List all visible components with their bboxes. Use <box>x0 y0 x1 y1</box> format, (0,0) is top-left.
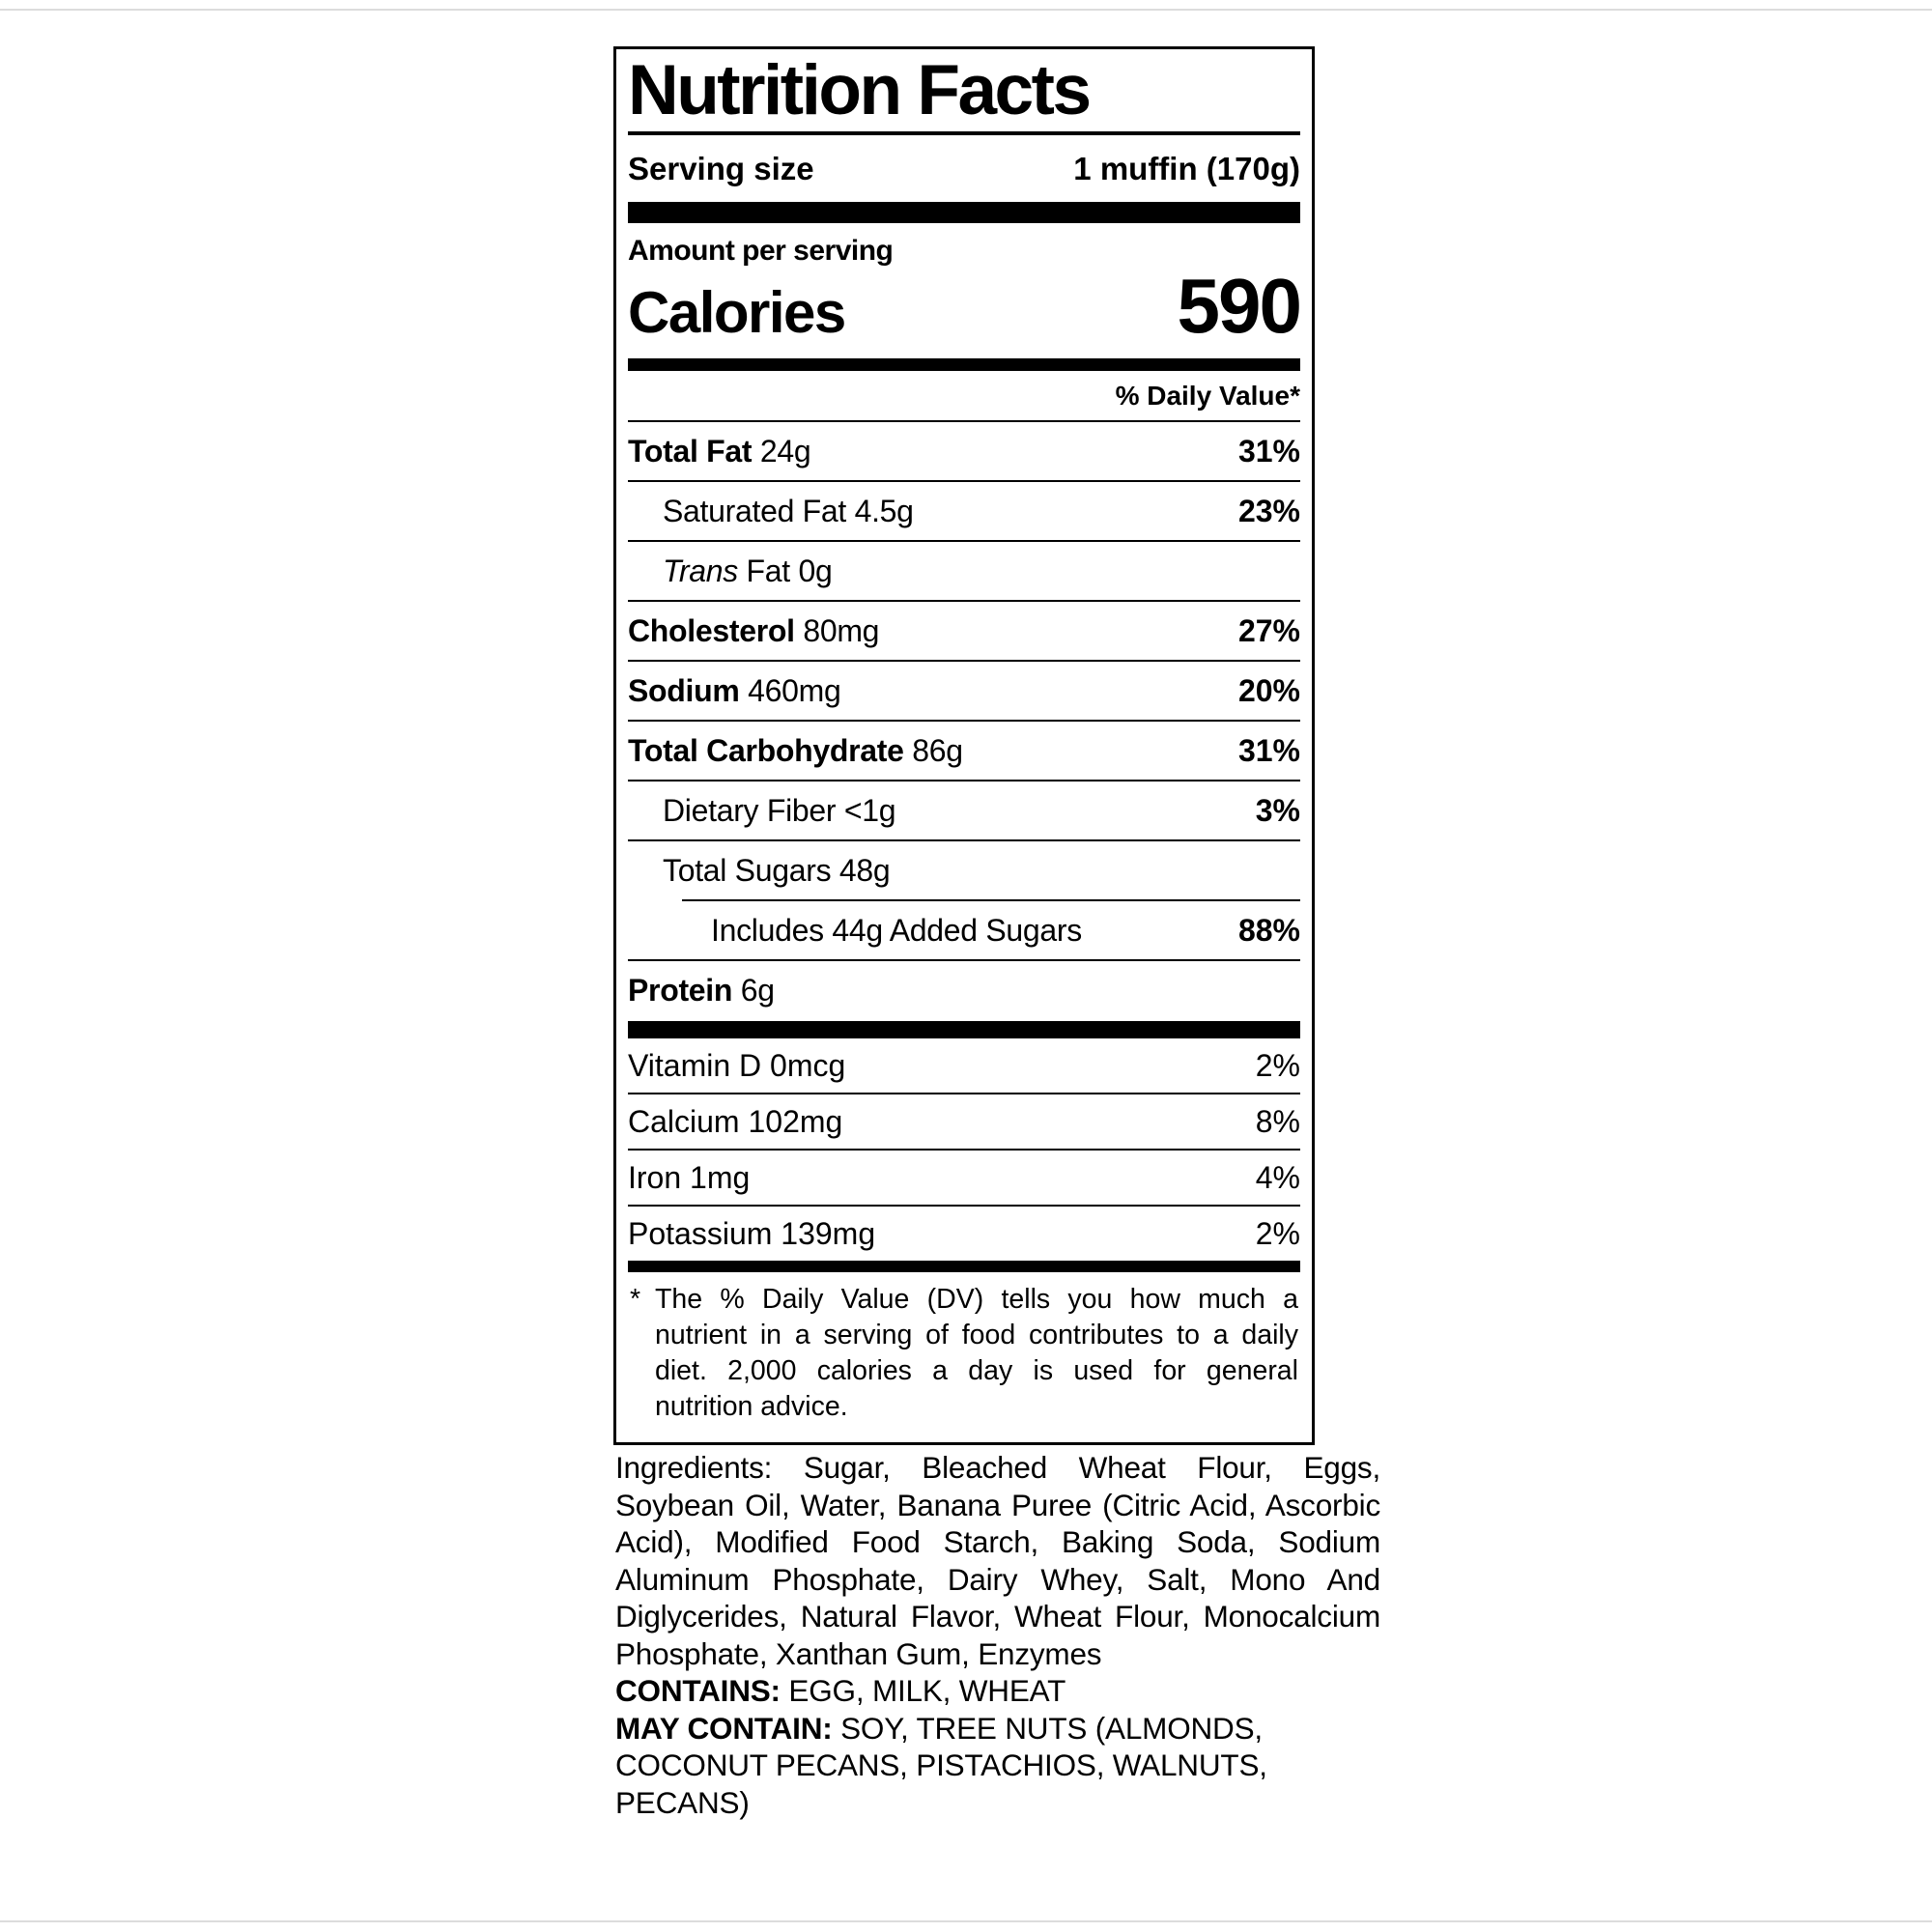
separator-bar-thick <box>628 201 1300 223</box>
vitamin-dv: 2% <box>1255 1215 1300 1251</box>
nutrient-dv: 20% <box>1237 672 1300 708</box>
may-contain-label: MAY CONTAIN: <box>615 1710 833 1746</box>
ingredients-paragraph: Ingredients: Sugar, Bleached Wheat Flour… <box>615 1449 1380 1672</box>
nutrient-row-total-fat: Total Fat 24g 31% <box>628 419 1300 480</box>
separator-bar-medium <box>628 357 1300 371</box>
serving-size-label: Serving size <box>628 150 814 186</box>
nutrient-row-saturated-fat: Saturated Fat 4.5g 23% <box>628 479 1300 540</box>
vitamin-name: Potassium 139mg <box>628 1215 876 1251</box>
contains-line: CONTAINS: EGG, MILK, WHEAT <box>615 1672 1380 1710</box>
nutrient-row-cholesterol: Cholesterol 80mg 27% <box>628 599 1300 660</box>
photo-bottom-edge-line <box>0 1920 1932 1922</box>
daily-value-header: % Daily Value* <box>1115 380 1300 411</box>
photo-top-edge-line <box>0 9 1932 11</box>
calories-value: 590 <box>1177 262 1302 349</box>
separator-bar-medium <box>628 1020 1300 1037</box>
nutrient-dv: 31% <box>1237 433 1300 469</box>
contains-label: CONTAINS: <box>615 1673 781 1708</box>
serving-size-row: Serving size 1 muffin (170g) <box>628 135 1300 202</box>
amount-per-serving-label: Amount per serving <box>628 234 894 267</box>
may-contain-value: SOY, TREE NUTS (ALMONDS, COCONUT PECANS,… <box>615 1710 1267 1820</box>
daily-value-footnote: * The % Daily Value (DV) tells you how m… <box>628 1272 1300 1431</box>
nutrient-row-added-sugars: Includes 44g Added Sugars 88% <box>682 898 1300 959</box>
vitamin-dv: 8% <box>1255 1103 1300 1139</box>
nutrient-row-protein: Protein 6g <box>628 958 1300 1019</box>
nutrient-row-sodium: Sodium 460mg 20% <box>628 659 1300 720</box>
vitamin-row-calcium: Calcium 102mg 8% <box>628 1092 1300 1149</box>
ingredients-list: Sugar, Bleached Wheat Flour, Eggs, Soybe… <box>615 1450 1381 1671</box>
nutrient-dv: 27% <box>1237 612 1300 648</box>
contains-value: EGG, MILK, WHEAT <box>788 1673 1066 1708</box>
footnote-asterisk: * <box>630 1283 641 1315</box>
nutrient-row-dietary-fiber: Dietary Fiber <1g 3% <box>628 779 1300 839</box>
nutrient-row-total-sugars: Total Sugars 48g <box>628 838 1300 899</box>
vitamin-dv: 4% <box>1255 1159 1300 1195</box>
vitamin-row-iron: Iron 1mg 4% <box>628 1148 1300 1205</box>
nutrient-dv: 88% <box>1237 912 1300 948</box>
separator-bar-thin <box>628 1260 1300 1272</box>
vitamin-name: Vitamin D 0mcg <box>628 1047 846 1083</box>
calories-row: Calories 590 <box>628 262 1302 351</box>
nutrient-row-total-carbohydrate: Total Carbohydrate 86g 31% <box>628 719 1300 780</box>
footnote-text: The % Daily Value (DV) tells you how muc… <box>655 1283 1298 1422</box>
vitamin-row-potassium: Potassium 139mg 2% <box>628 1204 1300 1261</box>
label-title: Nutrition Facts <box>628 52 1300 135</box>
serving-size-value: 1 muffin (170g) <box>1073 150 1300 186</box>
calories-label: Calories <box>628 279 846 345</box>
nutrient-dv: 23% <box>1237 493 1300 528</box>
vitamin-row-vitamin-d: Vitamin D 0mcg 2% <box>628 1036 1300 1093</box>
vitamin-dv: 2% <box>1255 1047 1300 1083</box>
nutrient-dv: 31% <box>1237 732 1300 768</box>
may-contain-line: MAY CONTAIN: SOY, TREE NUTS (ALMONDS, CO… <box>615 1710 1380 1822</box>
nutrient-dv: 3% <box>1255 792 1300 828</box>
ingredients-label: Ingredients: <box>615 1450 773 1485</box>
vitamin-name: Iron 1mg <box>628 1159 751 1195</box>
vitamin-name: Calcium 102mg <box>628 1103 843 1139</box>
nutrient-row-trans-fat: Trans Fat 0g <box>628 539 1300 600</box>
ingredients-section: Ingredients: Sugar, Bleached Wheat Flour… <box>615 1449 1380 1821</box>
nutrition-facts-label: Nutrition Facts Serving size 1 muffin (1… <box>613 46 1315 1445</box>
